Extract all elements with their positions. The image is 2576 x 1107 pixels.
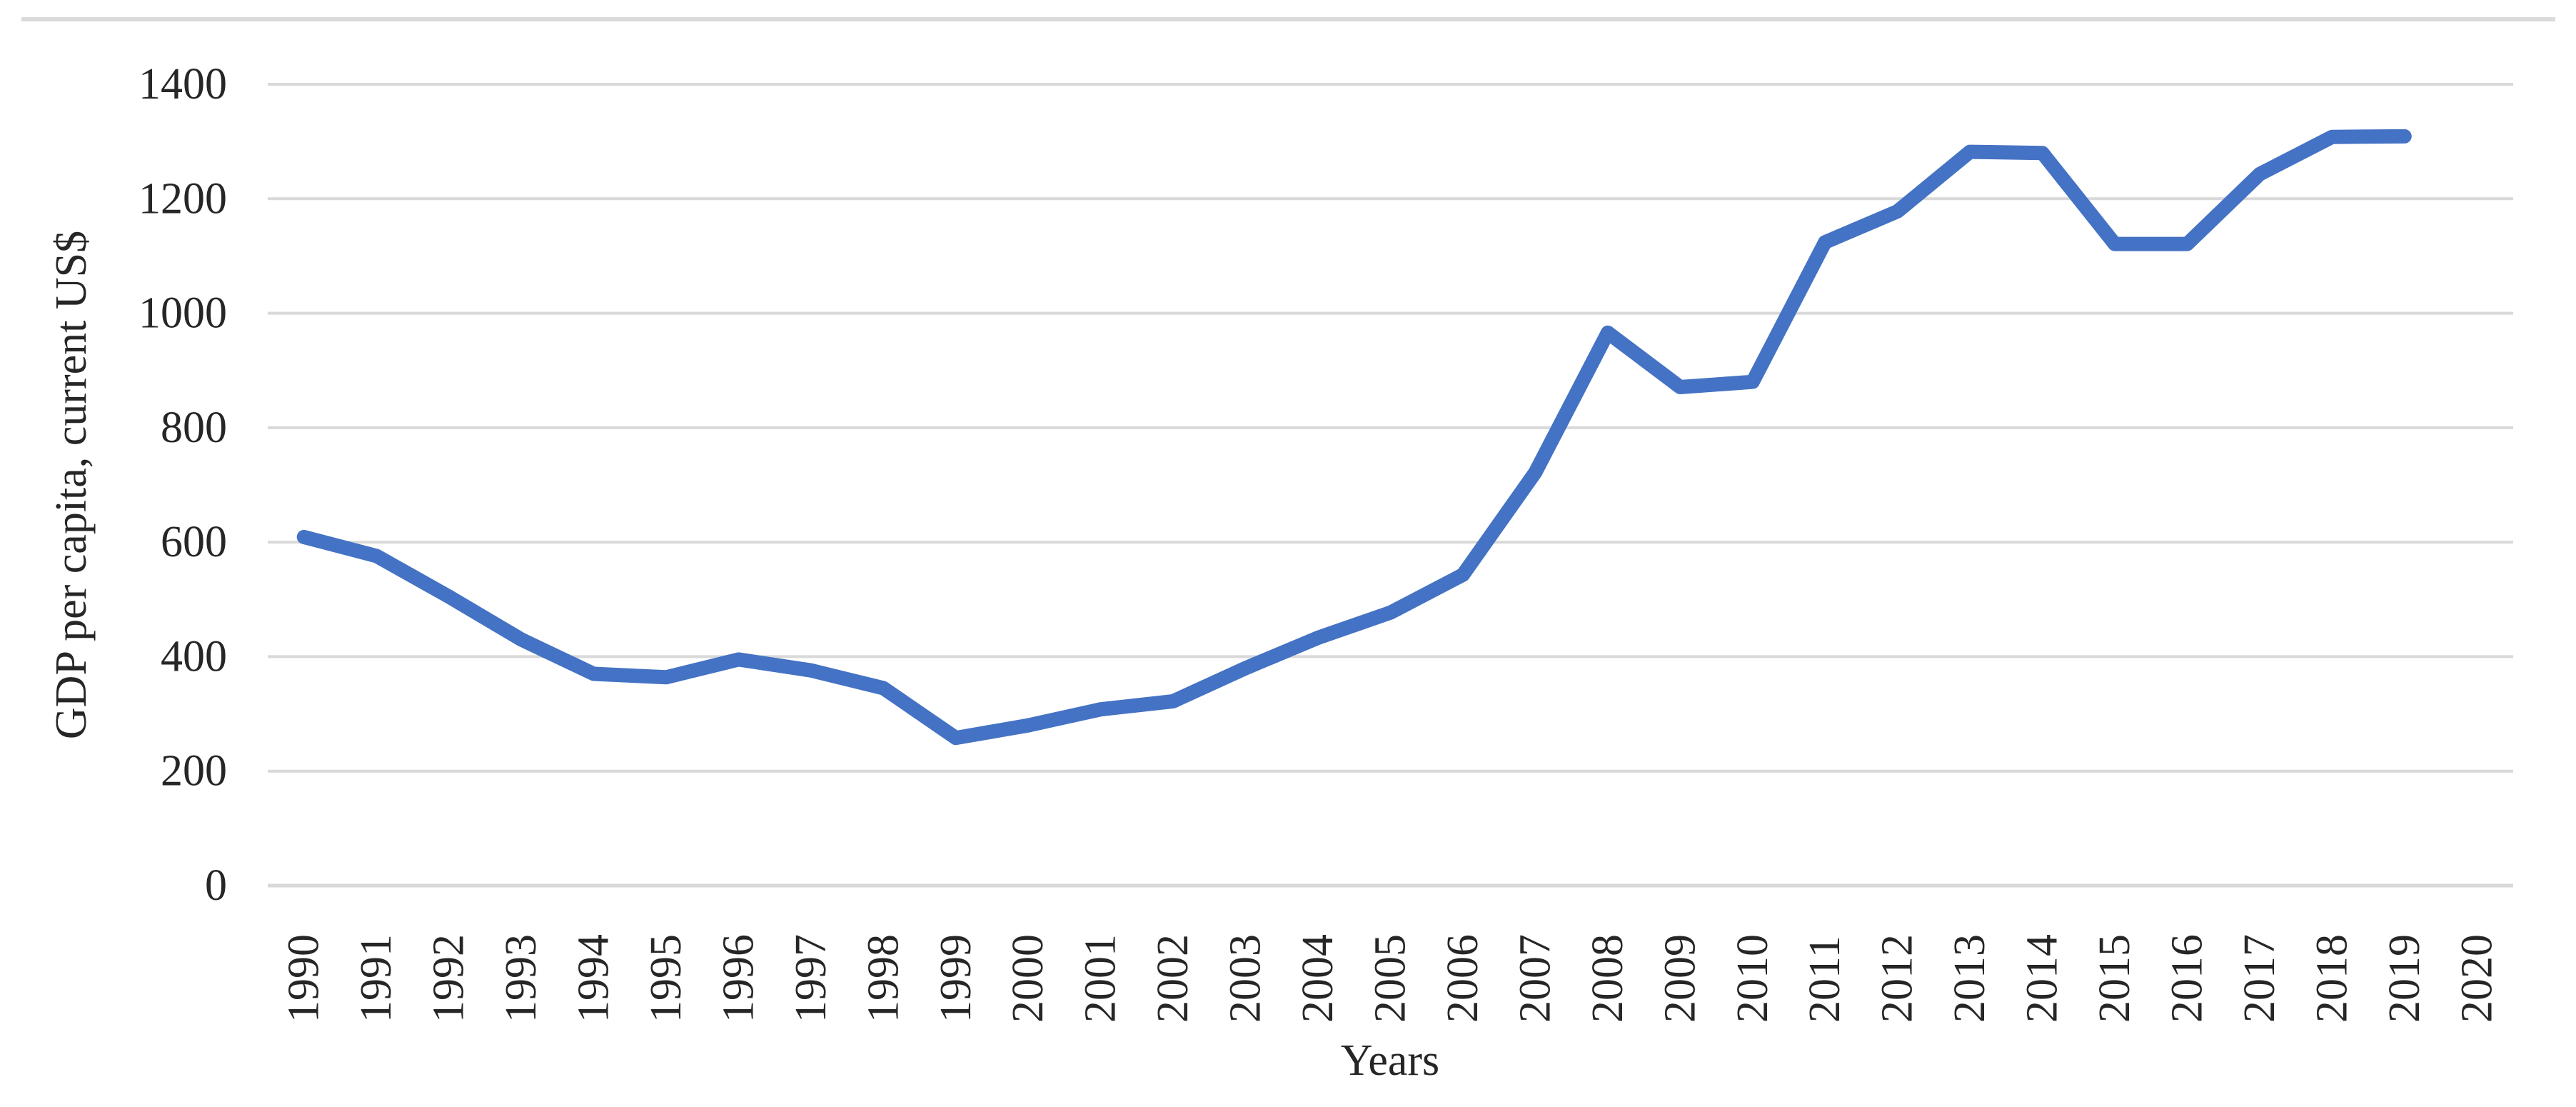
x-tick-label: 2002 [1149,934,1197,1023]
x-tick-label: 2013 [1946,934,1994,1023]
x-tick-label: 1995 [642,934,690,1023]
x-tick-label: 2005 [1367,934,1415,1023]
x-tick-label: 2015 [2091,934,2139,1023]
x-axis-title: Years [1341,1036,1439,1085]
x-tick-label: 1999 [932,934,980,1023]
x-tick-label: 2012 [1873,934,1922,1023]
y-tick-label: 0 [205,861,227,910]
x-tick-label: 1992 [425,934,473,1023]
x-tick-label: 2009 [1656,934,1704,1023]
x-tick-label: 1997 [787,934,835,1023]
x-tick-label: 2000 [1004,934,1052,1023]
y-tick-label: 1200 [139,174,227,223]
y-tick-label: 1000 [139,289,227,338]
x-tick-label: 2014 [2018,934,2067,1023]
x-tick-label: 1996 [714,934,763,1023]
y-axis-title: GDP per capita, current US$ [47,231,96,739]
x-tick-label: 1993 [497,934,545,1023]
x-tick-label: 2020 [2452,934,2501,1023]
y-tick-label: 1400 [139,60,227,109]
x-tick-label: 1990 [280,934,328,1023]
x-tick-label: 1998 [859,934,907,1023]
x-tick-label: 2003 [1222,934,1270,1023]
x-tick-label: 2008 [1584,934,1632,1023]
x-tick-label: 2016 [2163,934,2211,1023]
x-tick-label: 2006 [1439,934,1487,1023]
data-series-group [296,129,2412,746]
x-tick-label: 1991 [352,934,401,1023]
y-tick-label: 200 [161,747,227,796]
y-tick-label: 600 [161,518,227,566]
x-tick-label: 2017 [2235,934,2284,1023]
gdp-series-line [296,129,2412,746]
x-tick-label: 1994 [570,934,618,1023]
x-tick-label: 2001 [1077,934,1125,1023]
y-tick-label: 800 [161,404,227,452]
x-tick-label: 2018 [2308,934,2356,1023]
x-tick-labels-group: 1990 1991 1992 1993 1994 1995 1996 1997 1998 1999… [280,934,2502,1023]
x-tick-label: 2004 [1294,934,1342,1023]
x-tick-label: 2019 [2380,934,2429,1023]
gridlines-group [268,83,2513,773]
figure-top-rule [21,17,2555,21]
y-tick-labels-group: 0 200 400 600 800 1000 1200 1400 [139,60,227,910]
x-tick-label: 2007 [1511,934,1559,1023]
y-tick-label: 400 [161,632,227,681]
x-tick-label: 2011 [1801,936,1849,1023]
x-tick-label: 2010 [1729,934,1777,1023]
